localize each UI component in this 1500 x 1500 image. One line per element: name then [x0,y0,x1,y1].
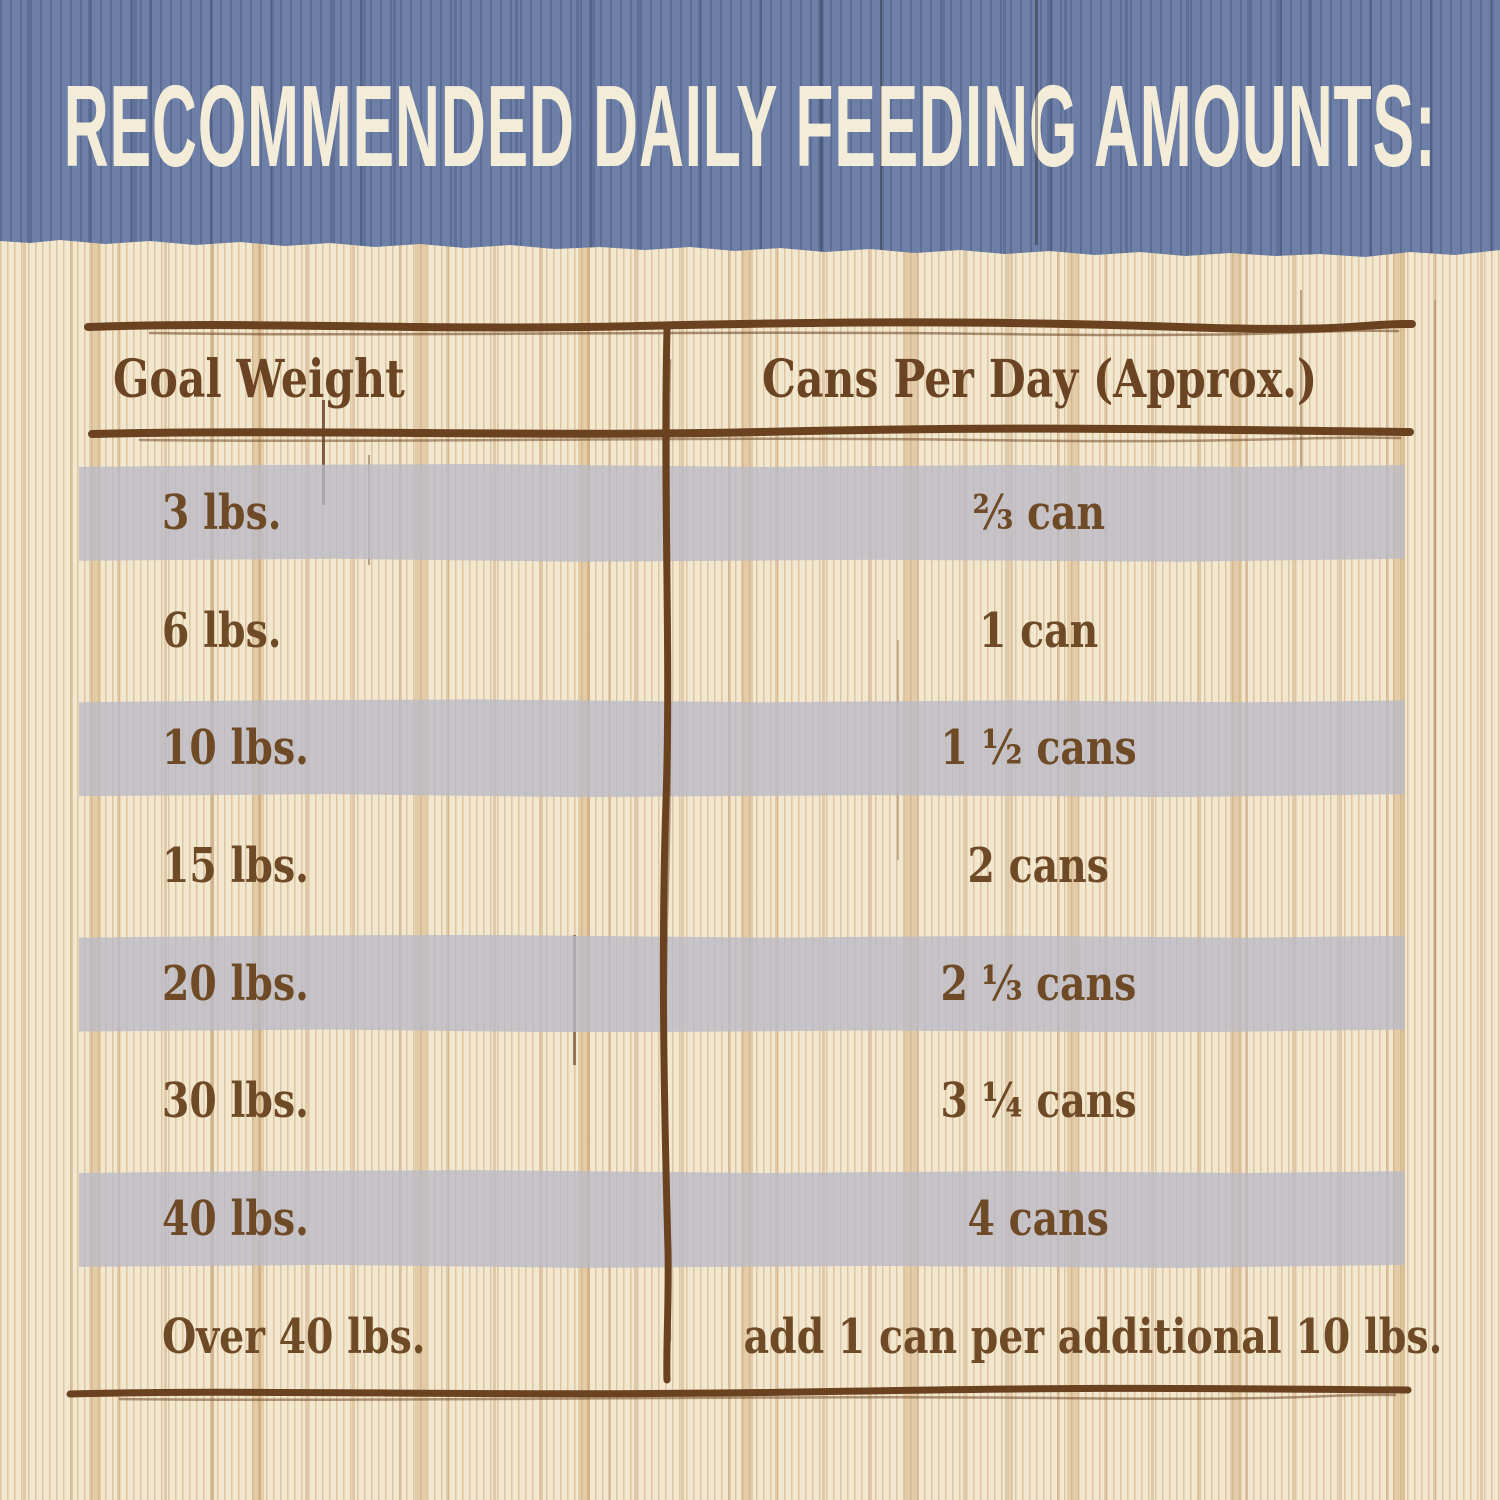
table-body: 3 lbs. ⅔ can 6 lbs. 1 can 10 lbs. 1 ½ ca… [0,454,1500,1396]
table-row: 3 lbs. ⅔ can [0,454,1500,572]
table-row: 20 lbs. 2 ⅓ cans [0,925,1500,1043]
cans-per-day-cell: 2 cans [967,837,1110,894]
table-row: 30 lbs. 3 ¼ cans [0,1042,1500,1160]
banner: RECOMMENDED DAILY FEEDING AMOUNTS: [0,0,1500,257]
header-underline [88,424,1414,438]
table-row: 6 lbs. 1 can [0,572,1500,690]
cans-per-day-cell: 4 cans [967,1190,1110,1247]
cans-per-day-cell: 3 ¼ cans [940,1073,1137,1130]
goal-weight-cell: 15 lbs. [162,837,309,894]
top-border-line [84,318,1416,333]
row-highlight-band [79,699,1405,798]
table-row: 10 lbs. 1 ½ cans [0,689,1500,807]
top-border-line-rough [148,329,1400,337]
goal-weight-cell: 30 lbs. [162,1073,309,1130]
table-row: 15 lbs. 2 cans [0,807,1500,925]
goal-weight-cell: 10 lbs. [162,720,309,777]
goal-weight-cell: 40 lbs. [162,1190,309,1247]
table-row: Over 40 lbs. add 1 can per additional 10… [0,1278,1500,1396]
table-row: 40 lbs. 4 cans [0,1160,1500,1278]
bottom-border-line-rough [118,1393,1397,1402]
cans-per-day-cell: 1 can [978,602,1099,659]
cans-per-day-cell: 2 ⅓ cans [940,955,1137,1012]
row-highlight-band [79,934,1405,1033]
cans-per-day-cell: ⅔ can [972,484,1105,541]
goal-weight-cell: 3 lbs. [162,484,282,541]
cans-per-day-cell: add 1 can per additional 10 lbs. [743,1308,1443,1365]
page-title: RECOMMENDED DAILY FEEDING AMOUNTS: [63,61,1437,191]
row-highlight-band [79,1170,1405,1268]
goal-weight-cell: 20 lbs. [162,955,309,1012]
column-header-goal-weight: Goal Weight [113,349,405,410]
header-underline-rough [138,436,1402,443]
row-highlight-band [79,464,1405,562]
goal-weight-cell: Over 40 lbs. [162,1308,426,1365]
cans-per-day-cell: 1 ½ cans [940,720,1137,777]
goal-weight-cell: 6 lbs. [162,602,282,659]
column-header-cans-per-day: Cans Per Day (Approx.) [761,349,1318,410]
